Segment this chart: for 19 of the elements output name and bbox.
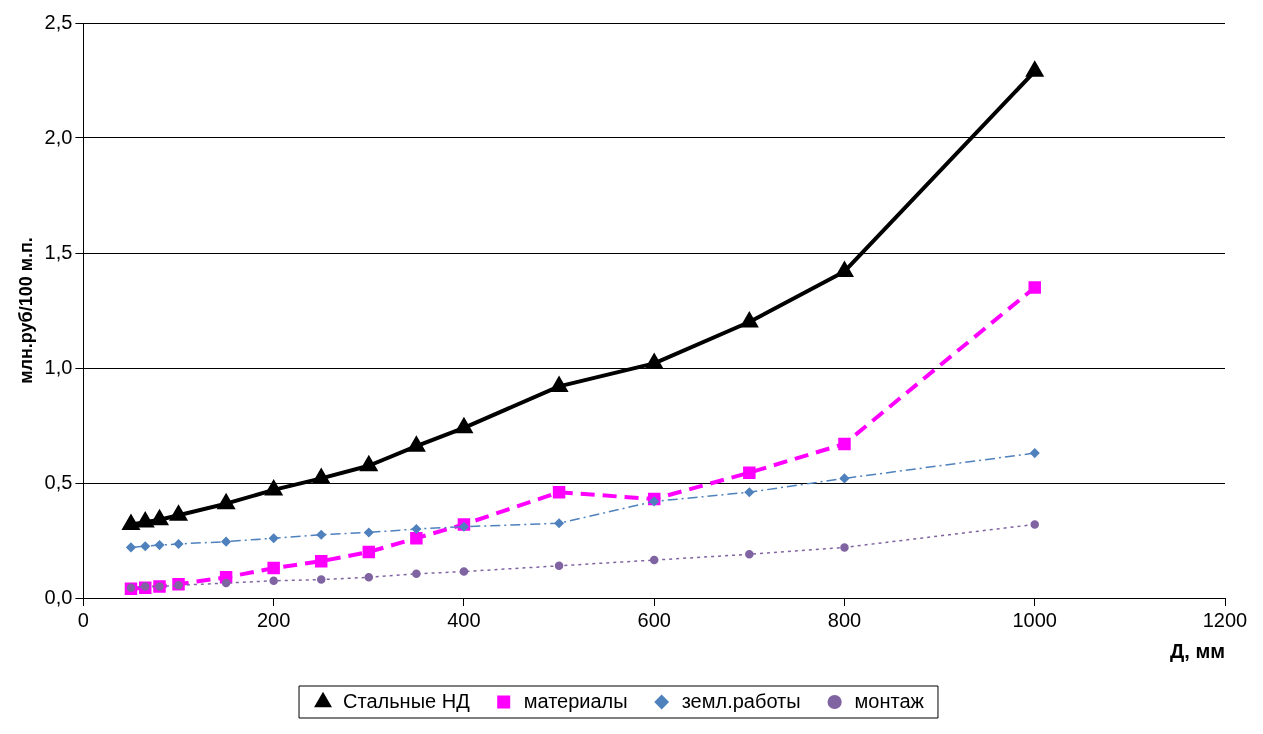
x-tick-label: 800 xyxy=(827,608,862,631)
x-axis-title: Д, мм xyxy=(1170,639,1225,662)
y-tick-label: 2,5 xyxy=(44,10,73,33)
x-tick-label: 400 xyxy=(447,608,481,631)
y-tick-label: 2,0 xyxy=(44,125,73,148)
legend-label: Стальные НД xyxy=(343,689,471,712)
y-tick-label: 0,5 xyxy=(44,470,73,493)
x-tick-label: 0 xyxy=(77,608,89,631)
y-tick-label: 1,0 xyxy=(44,355,73,378)
x-tick-label: 600 xyxy=(637,608,671,631)
legend-label: земл.работы xyxy=(681,689,801,712)
x-tick-label: 200 xyxy=(256,608,291,631)
x-tick-label: 1200 xyxy=(1202,608,1248,631)
legend-label: материалы xyxy=(523,689,628,712)
y-tick-label: 1,5 xyxy=(44,240,73,263)
y-axis-title: млн.руб/100 м.п. xyxy=(15,237,36,384)
legend-label: монтаж xyxy=(854,689,925,712)
y-tick-label: 0,0 xyxy=(44,585,73,608)
x-tick-label: 1000 xyxy=(1012,608,1057,631)
